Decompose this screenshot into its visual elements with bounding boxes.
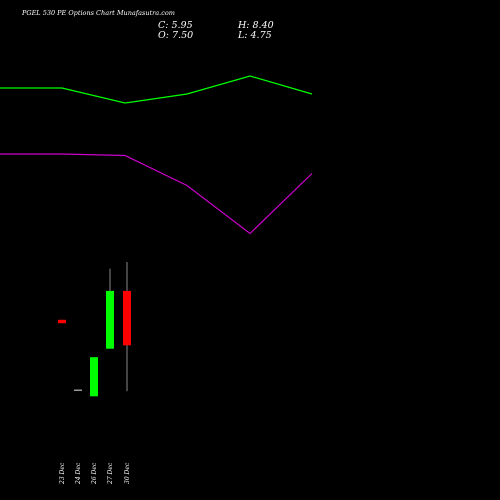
low-label: L:	[238, 30, 248, 41]
low-value: 4.75	[250, 30, 272, 41]
open-readout: O: 7.50	[158, 30, 193, 41]
chart-title: PGEL 530 PE Options Chart Munafasutra.co…	[22, 9, 175, 17]
x-tick-label: 23 Dec	[59, 462, 66, 485]
close-value: 5.95	[171, 20, 193, 31]
candle-body	[106, 290, 114, 349]
candlesticks	[58, 262, 131, 397]
high-label: H:	[238, 20, 250, 31]
candle-2	[90, 357, 98, 397]
candle-3	[106, 268, 114, 349]
x-tick-label: 24 Dec	[75, 462, 82, 485]
candle-body	[74, 389, 82, 391]
x-tick-label: 27 Dec	[107, 462, 114, 485]
x-tick-label: 30 Dec	[124, 462, 131, 484]
candle-body	[58, 319, 66, 324]
high-value: 8.40	[252, 20, 274, 31]
candle-4	[123, 262, 131, 392]
candle-0	[58, 319, 66, 324]
close-label: C:	[158, 20, 169, 31]
open-label: O:	[158, 30, 169, 41]
indicator-lines	[0, 75, 313, 235]
x-axis-labels: 23 Dec 24 Dec 26 Dec 27 Dec 30 Dec	[59, 462, 131, 485]
x-tick-label: 26 Dec	[91, 462, 98, 485]
close-readout: C: 5.95	[158, 20, 193, 31]
open-value: 7.50	[172, 30, 194, 41]
candle-body	[90, 357, 98, 397]
candle-body	[123, 290, 131, 346]
low-readout: L: 4.75	[238, 30, 272, 41]
candle-1	[74, 389, 82, 391]
indicator-line-2	[0, 153, 313, 235]
high-readout: H: 8.40	[238, 20, 274, 31]
indicator-line-1	[0, 75, 313, 104]
